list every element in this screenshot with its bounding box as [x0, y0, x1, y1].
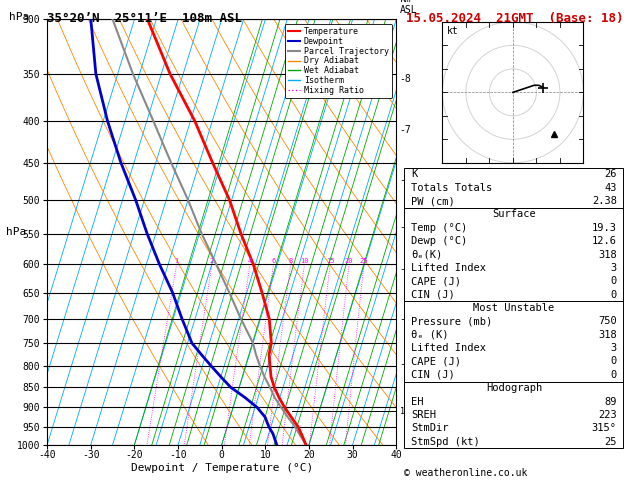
Text: 12.6: 12.6 — [592, 236, 617, 246]
Text: 35°20’N  25°11’E  108m ASL: 35°20’N 25°11’E 108m ASL — [47, 12, 242, 25]
Text: -7: -7 — [400, 125, 411, 135]
Text: 318: 318 — [598, 330, 617, 340]
Bar — [404, 168, 623, 208]
Text: 3: 3 — [611, 263, 617, 273]
Text: -6: -6 — [400, 174, 411, 185]
Text: Surface: Surface — [492, 209, 536, 220]
Text: 19.3: 19.3 — [592, 223, 617, 233]
Text: -8: -8 — [400, 74, 411, 84]
Legend: Temperature, Dewpoint, Parcel Trajectory, Dry Adiabat, Wet Adiabat, Isotherm, Mi: Temperature, Dewpoint, Parcel Trajectory… — [284, 24, 392, 98]
Text: θₑ (K): θₑ (K) — [411, 330, 448, 340]
Text: 315°: 315° — [592, 423, 617, 434]
Text: CAPE (J): CAPE (J) — [411, 276, 461, 286]
Text: 0: 0 — [611, 276, 617, 286]
Text: EH: EH — [411, 397, 423, 407]
Text: StmDir: StmDir — [411, 423, 448, 434]
Text: CIN (J): CIN (J) — [411, 370, 455, 380]
Text: 0: 0 — [611, 356, 617, 366]
Text: 4: 4 — [248, 258, 252, 264]
Text: 6: 6 — [271, 258, 276, 264]
Text: Lifted Index: Lifted Index — [411, 343, 486, 353]
Text: θₑ(K): θₑ(K) — [411, 249, 442, 260]
Text: 20: 20 — [345, 258, 353, 264]
Text: StmSpd (kt): StmSpd (kt) — [411, 436, 480, 447]
Bar — [404, 208, 623, 301]
Text: 25: 25 — [360, 258, 368, 264]
Text: K: K — [411, 169, 417, 179]
Text: 26: 26 — [604, 169, 617, 179]
Text: 3: 3 — [611, 343, 617, 353]
Text: 2.38: 2.38 — [592, 196, 617, 206]
Text: -5: -5 — [400, 222, 411, 232]
Bar — [404, 382, 623, 448]
Text: 15.05.2024  21GMT  (Base: 18): 15.05.2024 21GMT (Base: 18) — [406, 12, 623, 25]
Text: Lifted Index: Lifted Index — [411, 263, 486, 273]
Text: 89: 89 — [604, 397, 617, 407]
Text: 0: 0 — [611, 290, 617, 300]
Text: Mixing Ratio (g/kg): Mixing Ratio (g/kg) — [421, 181, 430, 283]
Text: CAPE (J): CAPE (J) — [411, 356, 461, 366]
Text: Totals Totals: Totals Totals — [411, 183, 493, 193]
Text: Most Unstable: Most Unstable — [473, 303, 555, 313]
X-axis label: Dewpoint / Temperature (°C): Dewpoint / Temperature (°C) — [131, 463, 313, 473]
Text: © weatheronline.co.uk: © weatheronline.co.uk — [404, 469, 528, 478]
Text: 2: 2 — [210, 258, 214, 264]
Text: 43: 43 — [604, 183, 617, 193]
Text: 1: 1 — [174, 258, 179, 264]
Bar — [404, 301, 623, 382]
Text: SREH: SREH — [411, 410, 436, 420]
Text: Hodograph: Hodograph — [486, 383, 542, 393]
Text: hPa: hPa — [9, 12, 30, 22]
Text: Pressure (mb): Pressure (mb) — [411, 316, 493, 327]
Text: 8: 8 — [289, 258, 293, 264]
Text: 318: 318 — [598, 249, 617, 260]
Text: Dewp (°C): Dewp (°C) — [411, 236, 467, 246]
Text: -2: -2 — [400, 359, 411, 369]
Text: kt: kt — [447, 26, 459, 35]
Text: 223: 223 — [598, 410, 617, 420]
Text: 750: 750 — [598, 316, 617, 327]
Text: -3: -3 — [400, 313, 411, 324]
Text: 25: 25 — [604, 436, 617, 447]
Text: hPa: hPa — [6, 227, 26, 237]
Text: 10: 10 — [300, 258, 309, 264]
Text: Temp (°C): Temp (°C) — [411, 223, 467, 233]
Text: km
ASL: km ASL — [400, 0, 418, 15]
Text: CIN (J): CIN (J) — [411, 290, 455, 300]
Text: 15: 15 — [326, 258, 335, 264]
Text: 1LCL: 1LCL — [400, 407, 420, 416]
Text: -4: -4 — [400, 264, 411, 274]
Text: 0: 0 — [611, 370, 617, 380]
Text: PW (cm): PW (cm) — [411, 196, 455, 206]
